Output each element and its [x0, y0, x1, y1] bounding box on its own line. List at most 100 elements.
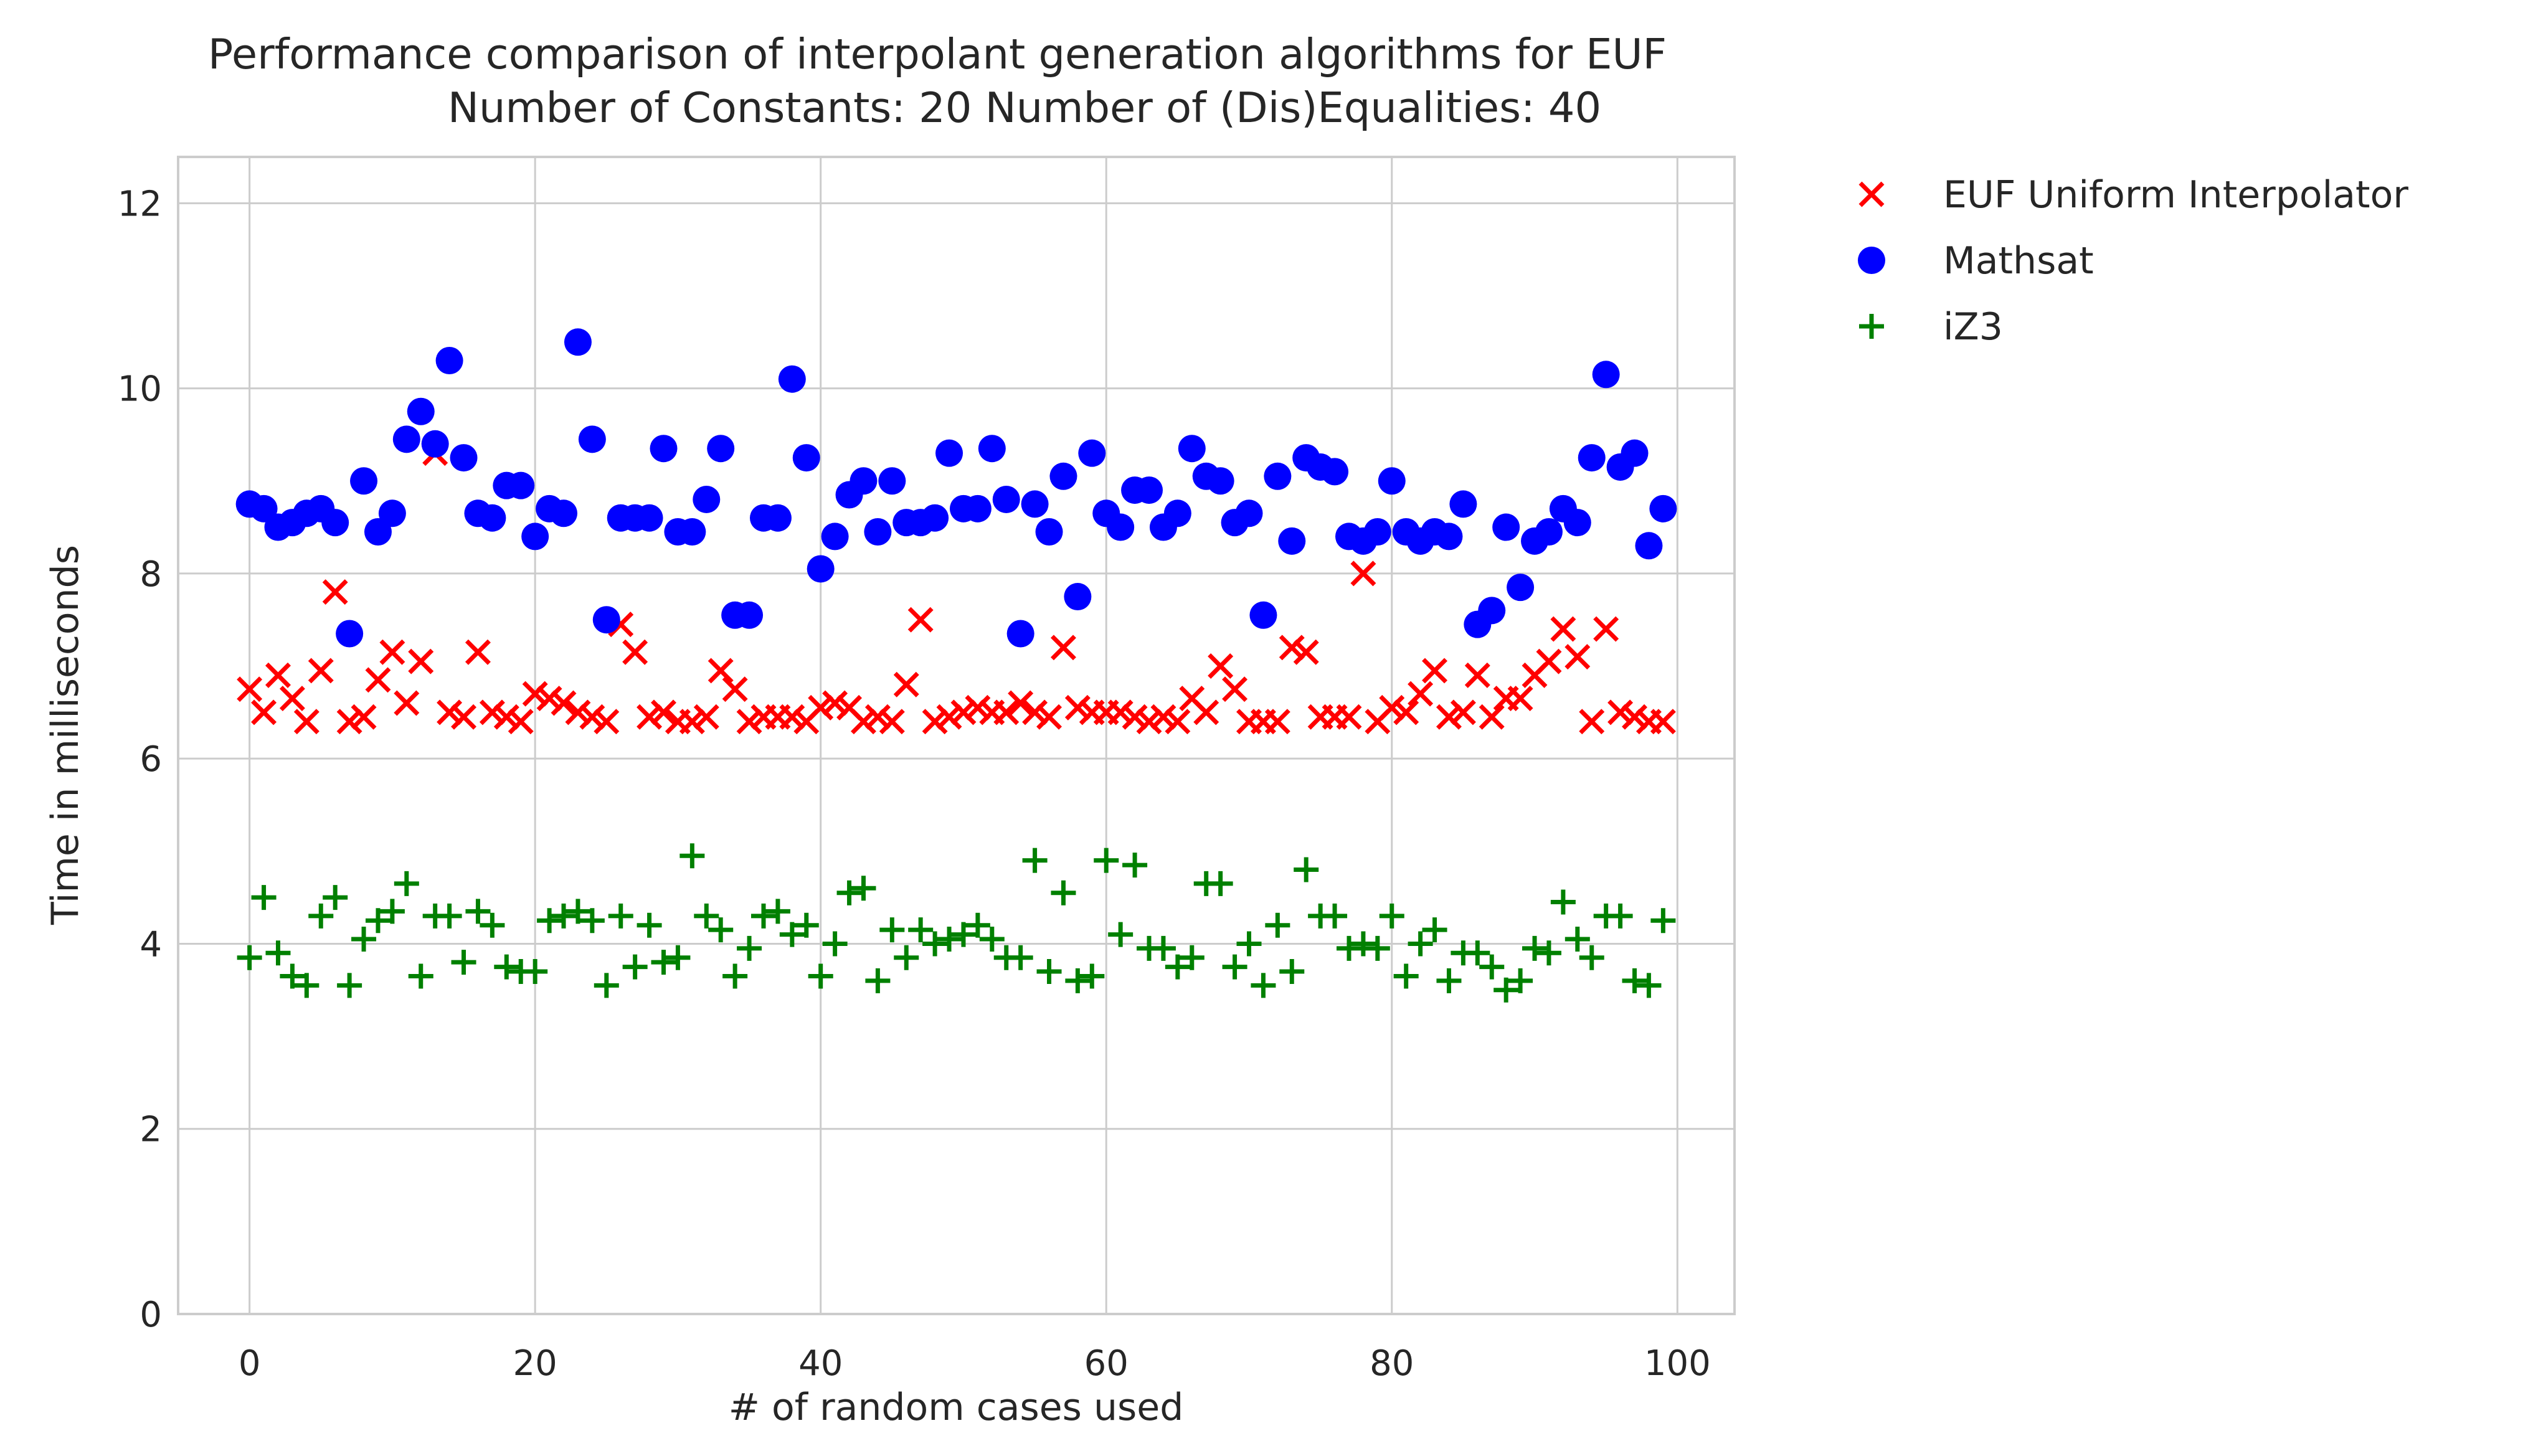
- data-point: [308, 658, 334, 684]
- data-point: [392, 425, 420, 453]
- data-point: [1235, 499, 1263, 527]
- data-point: [922, 931, 948, 957]
- data-point: [1278, 527, 1306, 555]
- data-point: [508, 709, 534, 735]
- data-point: [779, 704, 805, 730]
- data-point: [1363, 518, 1391, 546]
- data-point: [321, 509, 349, 537]
- data-point: [963, 494, 992, 522]
- data-point: [1650, 908, 1676, 934]
- data-point: [1150, 704, 1176, 730]
- data-point: [450, 444, 478, 472]
- data-point: [1294, 857, 1319, 882]
- data-point: [493, 704, 519, 730]
- data-point: [737, 935, 762, 961]
- x-tick-label: 20: [513, 1343, 557, 1384]
- data-point: [1579, 709, 1605, 735]
- data-point: [479, 699, 505, 726]
- x-axis-label: # of random cases used: [729, 1386, 1184, 1429]
- data-point: [521, 522, 549, 551]
- data-point: [978, 435, 1006, 463]
- data-point: [1264, 462, 1292, 490]
- data-point: [1079, 963, 1105, 989]
- data-point: [565, 899, 590, 924]
- grid: [178, 157, 1735, 1315]
- data-point: [579, 908, 605, 934]
- data-point: [1035, 518, 1063, 546]
- data-point: [1208, 653, 1234, 679]
- data-point: [1051, 880, 1076, 905]
- data-point: [294, 973, 320, 998]
- data-point: [778, 365, 806, 393]
- data-point: [1622, 704, 1647, 730]
- data-point: [1165, 954, 1190, 980]
- x-tick-label: 100: [1644, 1343, 1711, 1384]
- data-point: [1265, 912, 1290, 938]
- data-point: [965, 694, 991, 721]
- data-point: [1378, 467, 1406, 495]
- data-point: [1136, 709, 1162, 735]
- data-point: [536, 686, 562, 712]
- data-point: [608, 903, 633, 929]
- legend-marker: [1858, 181, 1885, 207]
- y-tick-label: 4: [140, 924, 162, 965]
- data-point: [1036, 959, 1062, 985]
- data-point: [1636, 973, 1662, 998]
- data-point: [1622, 968, 1647, 993]
- data-point: [1465, 940, 1490, 966]
- data-point: [1193, 699, 1219, 726]
- y-tick-label: 6: [140, 739, 162, 780]
- data-point: [1251, 973, 1276, 998]
- data-point: [1036, 704, 1062, 730]
- plot-frame: [177, 156, 1736, 1315]
- data-point: [1178, 435, 1206, 463]
- y-tick-label: 8: [140, 554, 162, 595]
- data-point: [1522, 935, 1548, 961]
- data-point: [550, 499, 578, 527]
- data-point: [336, 709, 362, 735]
- data-point: [365, 908, 391, 934]
- data-point: [1078, 439, 1106, 467]
- data-point: [679, 709, 705, 735]
- data-point: [679, 843, 705, 869]
- data-point: [1563, 509, 1591, 537]
- y-tick-label: 0: [140, 1295, 162, 1335]
- data-point: [478, 504, 506, 532]
- data-point: [637, 912, 662, 938]
- data-point: [1435, 522, 1463, 551]
- data-point: [350, 467, 378, 495]
- x-tick-label: 40: [798, 1343, 843, 1384]
- data-point: [1550, 616, 1576, 642]
- data-point: [651, 950, 676, 975]
- data-point: [922, 709, 948, 735]
- data-point: [1578, 444, 1606, 472]
- data-point: [1635, 532, 1663, 560]
- data-point: [793, 912, 819, 938]
- data-point: [1135, 476, 1163, 504]
- data-point: [1464, 662, 1490, 688]
- data-point: [1222, 676, 1248, 702]
- data-point: [1108, 922, 1134, 947]
- data-point: [708, 658, 734, 684]
- data-point: [1249, 601, 1277, 629]
- data-point: [237, 676, 263, 702]
- data-point: [851, 876, 876, 901]
- data-point: [1450, 699, 1476, 726]
- data-point: [1479, 704, 1505, 730]
- series-0: [237, 440, 1676, 735]
- data-point: [565, 699, 591, 726]
- data-point: [965, 912, 990, 938]
- data-point: [1050, 635, 1076, 661]
- data-point: [279, 686, 305, 712]
- data-point: [437, 903, 462, 929]
- data-point: [251, 699, 277, 726]
- data-point: [822, 931, 848, 957]
- legend-label: iZ3: [1943, 305, 2003, 349]
- data-point: [394, 871, 419, 896]
- data-point: [308, 903, 334, 929]
- data-point: [322, 579, 348, 605]
- data-point: [437, 699, 463, 726]
- data-point: [1449, 490, 1477, 518]
